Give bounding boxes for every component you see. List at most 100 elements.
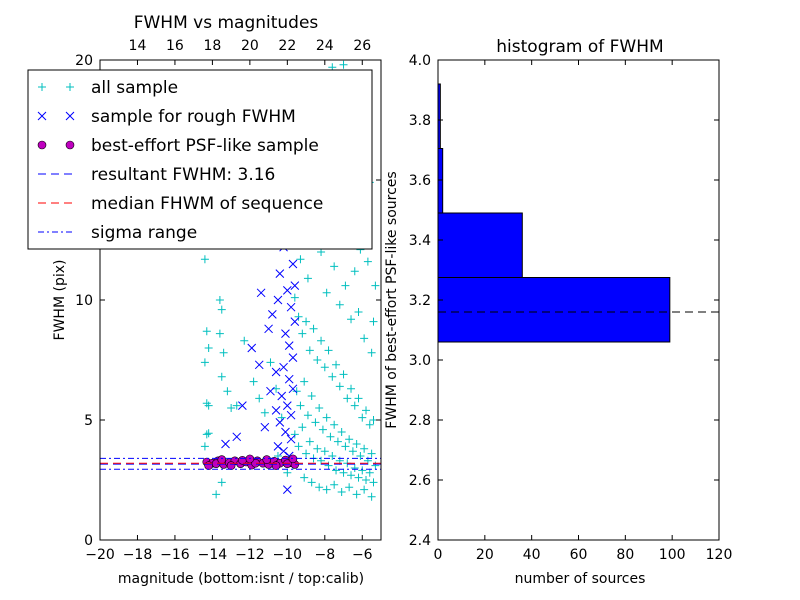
all-sample-point: [298, 423, 307, 432]
all-sample-point: [217, 305, 226, 314]
y-tick-label: 3.6: [409, 173, 431, 189]
legend-marker-all: [38, 83, 46, 91]
all-sample-point: [335, 382, 344, 391]
histogram-y-axis-label: FWHM of best-effort PSF-like sources: [384, 171, 400, 428]
best-effort-point: [217, 455, 227, 464]
histogram-panel: 0 20 40 60 80 100 120 2.4 2.6 2.8 3.0 3.2 3.4 3.6 3.8 4…: [384, 37, 732, 587]
rough-sample-point: [282, 286, 292, 295]
all-sample-point: [302, 317, 311, 326]
all-sample-point: [322, 485, 331, 494]
all-sample-point: [350, 267, 359, 276]
legend-marker-rough: [37, 111, 47, 121]
y-tick-label: 10: [75, 293, 93, 309]
rough-sample-point: [260, 422, 270, 432]
rough-sample-point: [264, 324, 273, 334]
legend-box: [27, 69, 373, 250]
all-sample-point: [358, 466, 367, 475]
rough-sample-point: [232, 432, 242, 442]
all-sample-point: [367, 492, 376, 501]
rough-sample-point: [271, 406, 281, 415]
top-x-tick-label: 24: [316, 38, 334, 54]
legend-entry-all: all sample: [91, 78, 178, 98]
scatter-panel: −20 −18 −16 −14 −12 −10 −8 −6 14 16 18 20 22 24 26 0 5 10…: [27, 13, 382, 587]
y-tick-label: 3.0: [409, 353, 431, 369]
x-tick-label: −12: [235, 547, 265, 563]
all-sample-point: [204, 344, 213, 352]
all-sample-point: [324, 346, 333, 355]
all-sample-point: [212, 490, 221, 499]
legend-entry-best: best-effort PSF-like sample: [91, 136, 319, 156]
all-sample-point: [315, 483, 324, 492]
rough-sample-point: [266, 386, 275, 396]
x-tick-label: −18: [123, 547, 153, 563]
all-sample-point: [227, 404, 236, 412]
all-sample-point: [260, 408, 269, 417]
all-sample-point: [362, 476, 371, 484]
all-sample-point: [219, 348, 228, 357]
all-sample-point: [202, 430, 211, 439]
all-sample-point: [352, 490, 361, 499]
all-sample-point: [290, 293, 299, 302]
all-sample-point: [307, 478, 316, 487]
legend-marker-best: [37, 140, 47, 150]
all-sample-point: [240, 336, 249, 345]
rough-sample-point: [281, 329, 290, 338]
all-sample-point: [200, 442, 209, 451]
all-sample-point: [356, 452, 365, 460]
all-sample-point: [318, 425, 327, 434]
top-x-tick-label: 14: [129, 38, 147, 54]
top-x-tick-label: 18: [203, 38, 221, 54]
all-sample-point: [305, 437, 314, 446]
all-sample-point: [204, 401, 213, 410]
rough-sample-point: [275, 418, 285, 427]
all-sample-point: [337, 428, 346, 436]
rough-sample-point: [286, 302, 296, 312]
rough-sample-point: [284, 374, 294, 384]
legend-entry-rough: sample for rough FWHM: [91, 107, 296, 127]
top-x-tick-label: 26: [353, 38, 371, 54]
all-sample-point: [362, 406, 371, 415]
all-sample-point: [307, 392, 316, 400]
all-sample-point: [365, 420, 374, 429]
all-sample-point: [335, 300, 344, 309]
all-sample-point: [354, 473, 363, 482]
rough-sample-point: [277, 391, 287, 401]
rough-sample-point: [286, 434, 296, 444]
scatter-title: FWHM vs magnitudes: [134, 13, 319, 33]
y-tick-label: 0: [84, 533, 93, 549]
x-tick-label: 0: [434, 547, 443, 563]
all-sample-point: [337, 488, 346, 496]
x-tick-label: 100: [659, 547, 686, 563]
all-sample-point: [232, 401, 241, 410]
all-sample-point: [367, 449, 376, 458]
top-x-tick-label: 20: [241, 38, 259, 54]
rough-sample-point: [290, 317, 300, 326]
all-sample-point: [313, 444, 322, 453]
x-tick-label: −14: [198, 547, 228, 563]
all-sample-point: [266, 358, 275, 367]
x-tick-label: −6: [352, 547, 373, 563]
y-tick-label: 4.0: [409, 53, 431, 69]
all-sample-point: [360, 485, 369, 494]
all-sample-point: [332, 360, 341, 369]
histogram-bar: [437, 148, 444, 214]
legend-marker-best: [65, 140, 75, 150]
all-sample-point: [322, 413, 331, 422]
all-sample-point: [309, 324, 318, 333]
all-sample-point: [305, 346, 314, 355]
scatter-y-axis-label: FWHM (pix): [52, 260, 68, 341]
x-tick-label: −16: [160, 547, 190, 563]
all-sample-point: [332, 466, 341, 475]
all-sample-point: [217, 478, 226, 487]
rough-sample-point: [290, 281, 300, 290]
rough-sample-point: [281, 427, 290, 437]
x-tick-label: 120: [706, 547, 733, 563]
y-tick-label: 2.4: [409, 533, 431, 549]
all-sample-point: [345, 483, 354, 492]
rough-sample-point: [256, 288, 266, 298]
histogram-bar: [437, 212, 523, 278]
rough-sample-point: [271, 367, 281, 377]
y-tick-label: 2.8: [409, 413, 431, 429]
rough-sample-point: [254, 360, 264, 370]
